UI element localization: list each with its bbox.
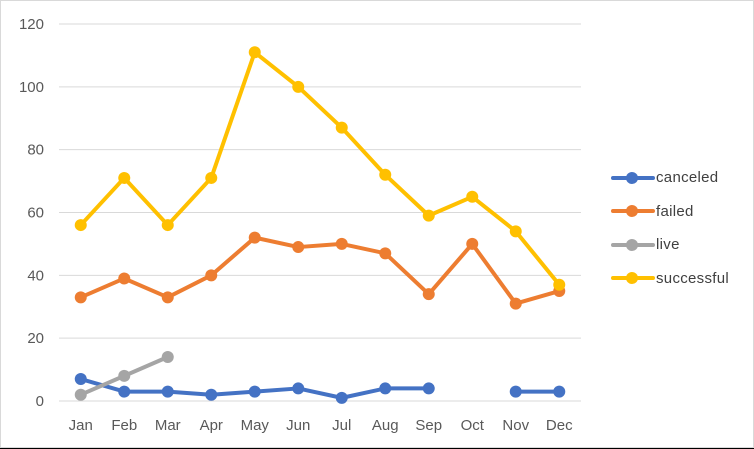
legend-item-canceled: canceled [611,161,729,195]
x-axis-labels: Jan Feb Mar Apr May Jun Jul Aug Sep Oct Nov Dec [69,417,573,434]
data-point [292,80,305,93]
y-tick-label: 0 [36,393,44,410]
data-point [466,190,479,203]
data-point [205,269,218,282]
y-tick-label: 80 [27,142,44,159]
data-point [292,241,305,254]
data-point [161,291,174,304]
x-tick-label: Sep [415,417,442,434]
data-point [422,288,435,301]
legend-marker-icon [611,238,655,251]
gridlines [59,23,581,402]
data-point [161,385,174,398]
x-tick-label: May [241,417,270,434]
y-tick-label: 40 [27,267,44,284]
data-point [248,231,261,244]
data-point [335,121,348,134]
x-tick-label: Jan [69,417,93,434]
y-tick-label: 60 [27,205,44,222]
data-point [118,272,131,285]
data-point [422,209,435,222]
data-point [74,219,87,232]
x-tick-label: Nov [502,417,529,434]
y-axis-labels: 0 20 40 60 80 100 120 [19,16,44,410]
data-point [205,171,218,184]
data-point [118,369,131,382]
legend-marker-icon [611,272,655,285]
x-tick-label: Mar [155,417,181,434]
legend-label: canceled [656,169,719,187]
data-point [379,247,392,260]
data-series [74,46,566,404]
series-live [74,351,174,401]
x-tick-label: Jun [286,417,310,434]
data-point [509,385,522,398]
data-point [118,171,131,184]
y-tick-label: 100 [19,79,44,96]
data-point [205,388,218,401]
data-point [509,225,522,238]
data-point [466,237,479,250]
x-tick-label: Oct [461,417,485,434]
data-point [335,237,348,250]
data-point [74,291,87,304]
series-successful [74,46,566,291]
y-tick-label: 20 [27,330,44,347]
data-point [335,391,348,404]
data-point [248,46,261,59]
series-failed [74,231,566,310]
legend-item-failed: failed [611,195,729,229]
legend-marker-icon [611,171,655,184]
x-tick-label: Dec [546,417,573,434]
legend-label: failed [656,202,694,220]
legend-label: live [656,236,680,254]
data-point [161,351,174,364]
data-point [161,219,174,232]
data-point [553,385,566,398]
data-point [553,278,566,291]
x-tick-label: Apr [200,417,223,434]
data-point [292,382,305,395]
series-canceled [74,373,566,404]
legend-item-live: live [611,228,729,262]
x-tick-label: Aug [372,417,399,434]
legend: canceled failed live successful [611,161,729,295]
data-point [118,385,131,398]
data-point [74,373,87,386]
legend-item-successful: successful [611,262,729,296]
data-point [248,385,261,398]
data-point [509,297,522,310]
data-point [422,382,435,395]
data-point [379,168,392,181]
y-tick-label: 120 [19,16,44,33]
legend-label: successful [656,269,730,287]
legend-marker-icon [611,205,655,218]
x-tick-label: Jul [332,417,351,434]
data-point [379,382,392,395]
data-point [74,388,87,401]
x-tick-label: Feb [111,417,137,434]
